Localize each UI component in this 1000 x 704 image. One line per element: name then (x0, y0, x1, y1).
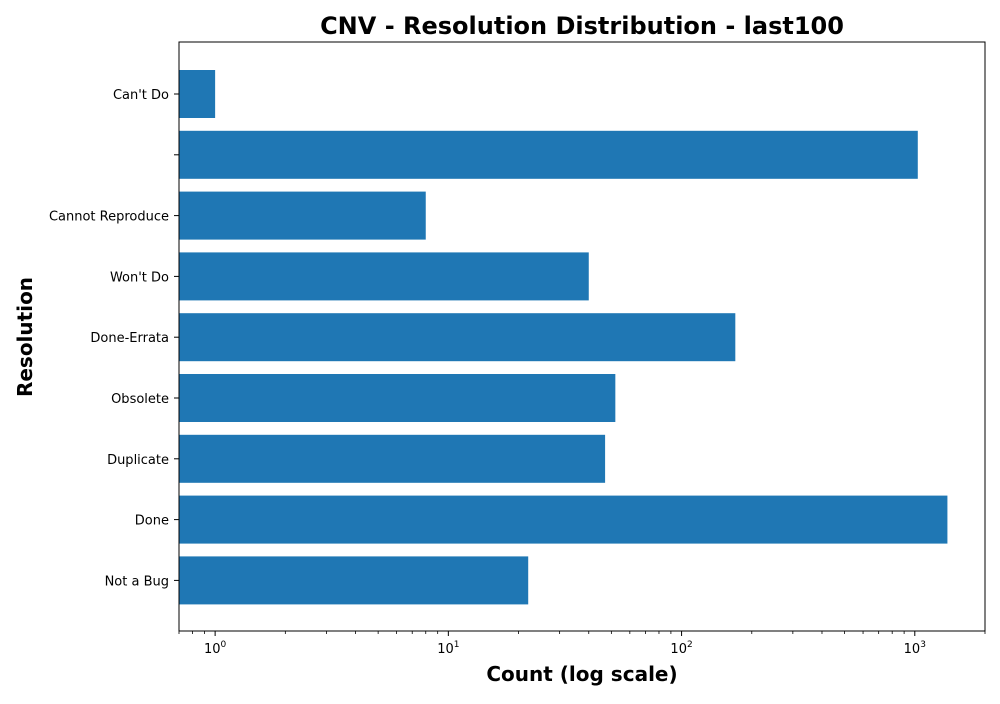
bar-8 (179, 556, 529, 605)
x-tick-label-1: 101 (437, 640, 459, 657)
y-tick-label-2: Cannot Reproduce (49, 210, 169, 225)
y-axis-label: Resolution (13, 277, 37, 397)
y-axis: Can't Do Cannot Reproduce Won't Do Done-Err… (49, 88, 179, 589)
y-tick-label-3: Won't Do (110, 270, 169, 285)
chart-title: CNV - Resolution Distribution - last100 (320, 12, 844, 40)
bar-4 (179, 313, 736, 362)
y-tick-label-4: Done-Errata (90, 331, 169, 346)
bar-7 (179, 495, 948, 544)
bar-5 (179, 374, 616, 422)
y-tick-label-8: Not a Bug (105, 574, 169, 589)
x-tick-label-3: 103 (904, 640, 926, 657)
y-tick-label-0: Can't Do (113, 88, 169, 103)
bar-1 (179, 130, 918, 179)
x-axis-label: Count (log scale) (486, 662, 677, 686)
x-tick-label-2: 102 (670, 640, 692, 657)
y-tick-label-7: Done (135, 514, 169, 529)
y-tick-label-5: Obsolete (111, 392, 169, 407)
y-tick-label-6: Duplicate (107, 453, 169, 468)
x-axis: 100 101 102 103 (178, 631, 986, 657)
bars-layer (179, 70, 948, 605)
x-tick-label-0: 100 (204, 640, 227, 657)
plot-frame (178, 41, 986, 632)
bar-6 (179, 434, 606, 483)
bar-3 (179, 252, 589, 301)
bar-2 (179, 191, 426, 240)
bar-0 (179, 70, 216, 118)
